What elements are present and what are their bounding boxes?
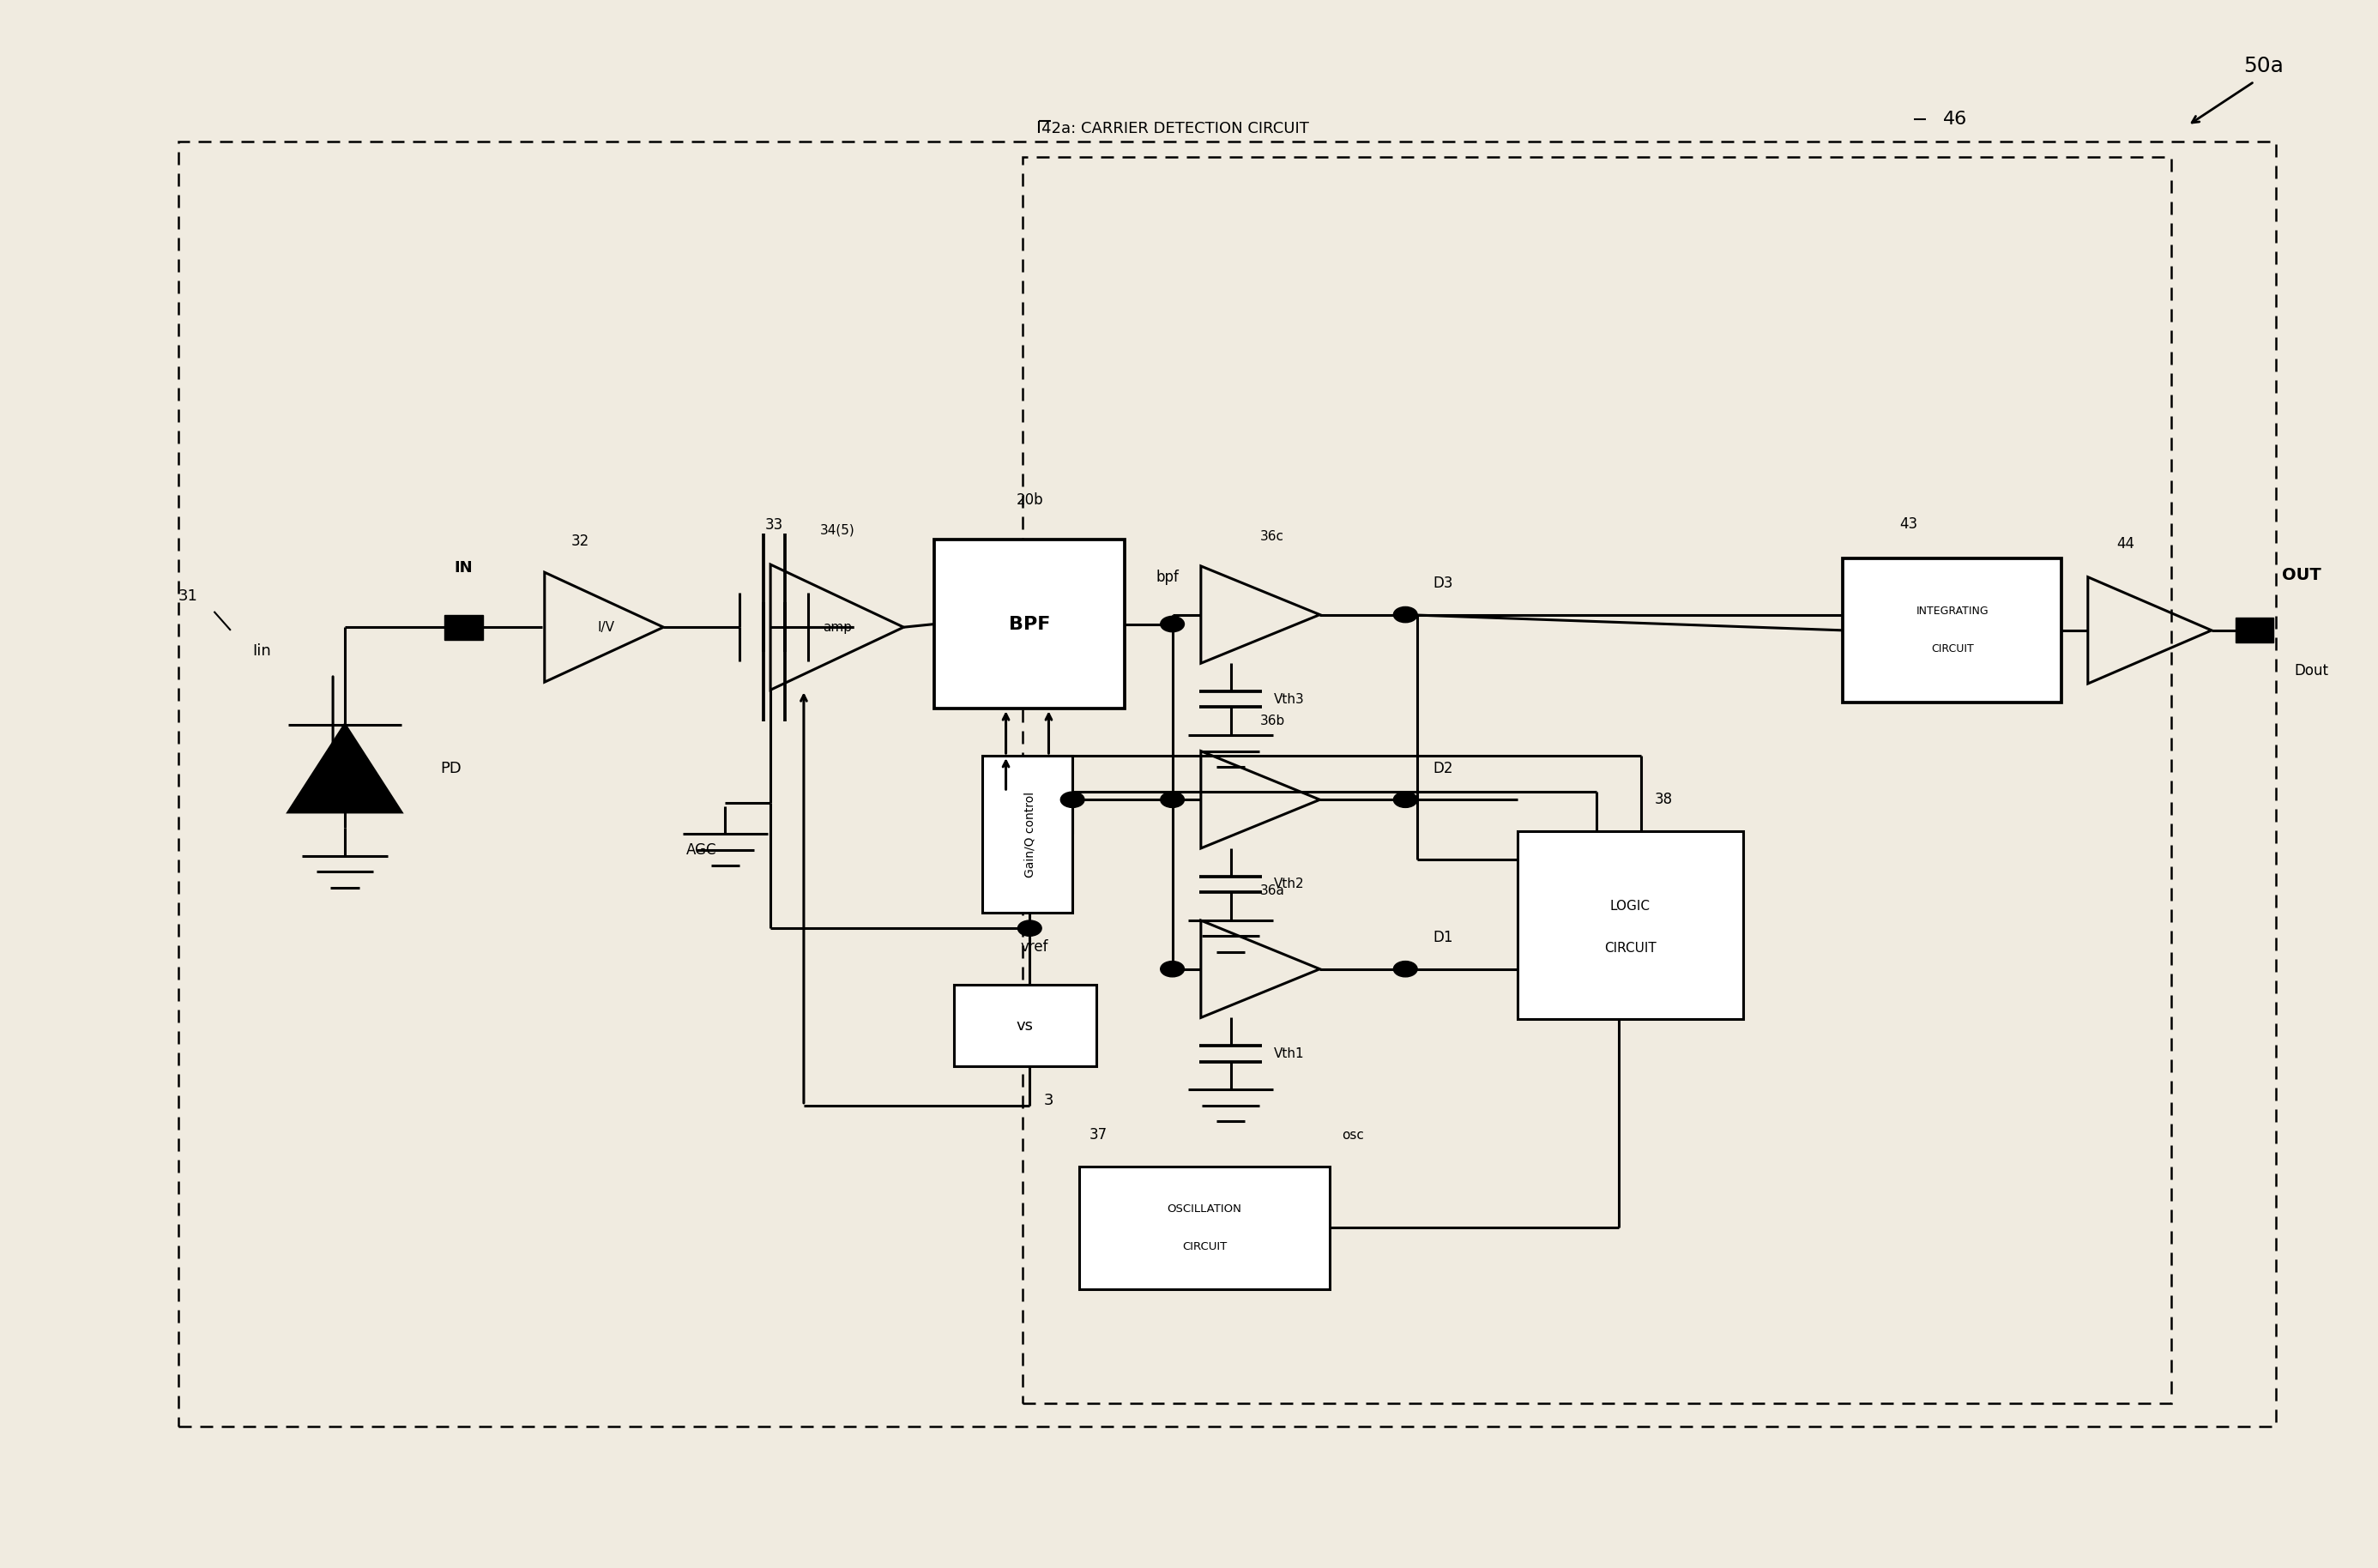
- Text: I/V: I/V: [597, 621, 616, 633]
- Text: 32: 32: [571, 533, 590, 549]
- Text: 46: 46: [1943, 111, 1967, 127]
- Circle shape: [1160, 616, 1184, 632]
- Text: amp: amp: [823, 621, 851, 633]
- Text: Dout: Dout: [2295, 663, 2328, 679]
- Circle shape: [1160, 961, 1184, 977]
- Text: 43: 43: [1900, 516, 1917, 532]
- Text: OSCILLATION: OSCILLATION: [1168, 1203, 1241, 1215]
- Text: 36b: 36b: [1260, 715, 1284, 728]
- Text: 36a: 36a: [1260, 884, 1284, 897]
- Circle shape: [1061, 792, 1084, 808]
- Text: osc: osc: [1341, 1129, 1365, 1142]
- Text: 34(5): 34(5): [820, 524, 854, 536]
- Text: INTEGRATING: INTEGRATING: [1917, 605, 1988, 618]
- Text: 44: 44: [2116, 536, 2135, 552]
- Text: CIRCUIT: CIRCUIT: [1605, 942, 1655, 955]
- Text: CIRCUIT: CIRCUIT: [1931, 643, 1974, 655]
- Bar: [1080, 1167, 1329, 1289]
- Circle shape: [1160, 792, 1184, 808]
- Text: D2: D2: [1434, 760, 1453, 776]
- Text: bpf: bpf: [1156, 569, 1179, 585]
- Text: LOGIC: LOGIC: [1610, 900, 1650, 913]
- Bar: [1517, 831, 1743, 1019]
- Text: AGC: AGC: [687, 842, 716, 858]
- Text: PD: PD: [440, 760, 461, 776]
- Circle shape: [1018, 920, 1042, 936]
- Bar: [445, 615, 483, 640]
- Text: 37: 37: [1089, 1127, 1108, 1143]
- Text: 31: 31: [178, 588, 197, 604]
- Bar: [935, 539, 1125, 709]
- Bar: [982, 756, 1072, 913]
- Text: vref: vref: [1020, 939, 1049, 955]
- Text: IN: IN: [454, 560, 473, 575]
- Circle shape: [1394, 961, 1417, 977]
- Text: D3: D3: [1434, 575, 1453, 591]
- Text: Gain/Q control: Gain/Q control: [1023, 792, 1037, 877]
- Text: Iin: Iin: [252, 643, 271, 659]
- Text: 3: 3: [1044, 1093, 1053, 1109]
- Bar: [1843, 558, 2062, 702]
- Text: CIRCUIT: CIRCUIT: [1182, 1240, 1227, 1253]
- Text: 42a: CARRIER DETECTION CIRCUIT: 42a: CARRIER DETECTION CIRCUIT: [1042, 121, 1310, 136]
- Text: BPF: BPF: [1008, 616, 1051, 632]
- Text: 33: 33: [766, 517, 782, 533]
- Text: Vth1: Vth1: [1275, 1047, 1303, 1060]
- Text: OUT: OUT: [2283, 568, 2321, 583]
- Circle shape: [1394, 607, 1417, 622]
- Text: Vth2: Vth2: [1275, 878, 1303, 891]
- Bar: [1023, 157, 2171, 1403]
- Bar: [2235, 618, 2273, 643]
- Polygon shape: [288, 724, 402, 812]
- Bar: [178, 141, 2276, 1427]
- Text: Vth3: Vth3: [1275, 693, 1303, 706]
- Text: 38: 38: [1655, 792, 1674, 808]
- Text: 36c: 36c: [1260, 530, 1284, 543]
- Circle shape: [1394, 792, 1417, 808]
- Text: 50a: 50a: [2245, 55, 2283, 77]
- Text: 20b: 20b: [1015, 492, 1044, 508]
- Text: vs: vs: [1015, 1018, 1034, 1033]
- Bar: [954, 985, 1096, 1066]
- Text: D1: D1: [1434, 930, 1453, 946]
